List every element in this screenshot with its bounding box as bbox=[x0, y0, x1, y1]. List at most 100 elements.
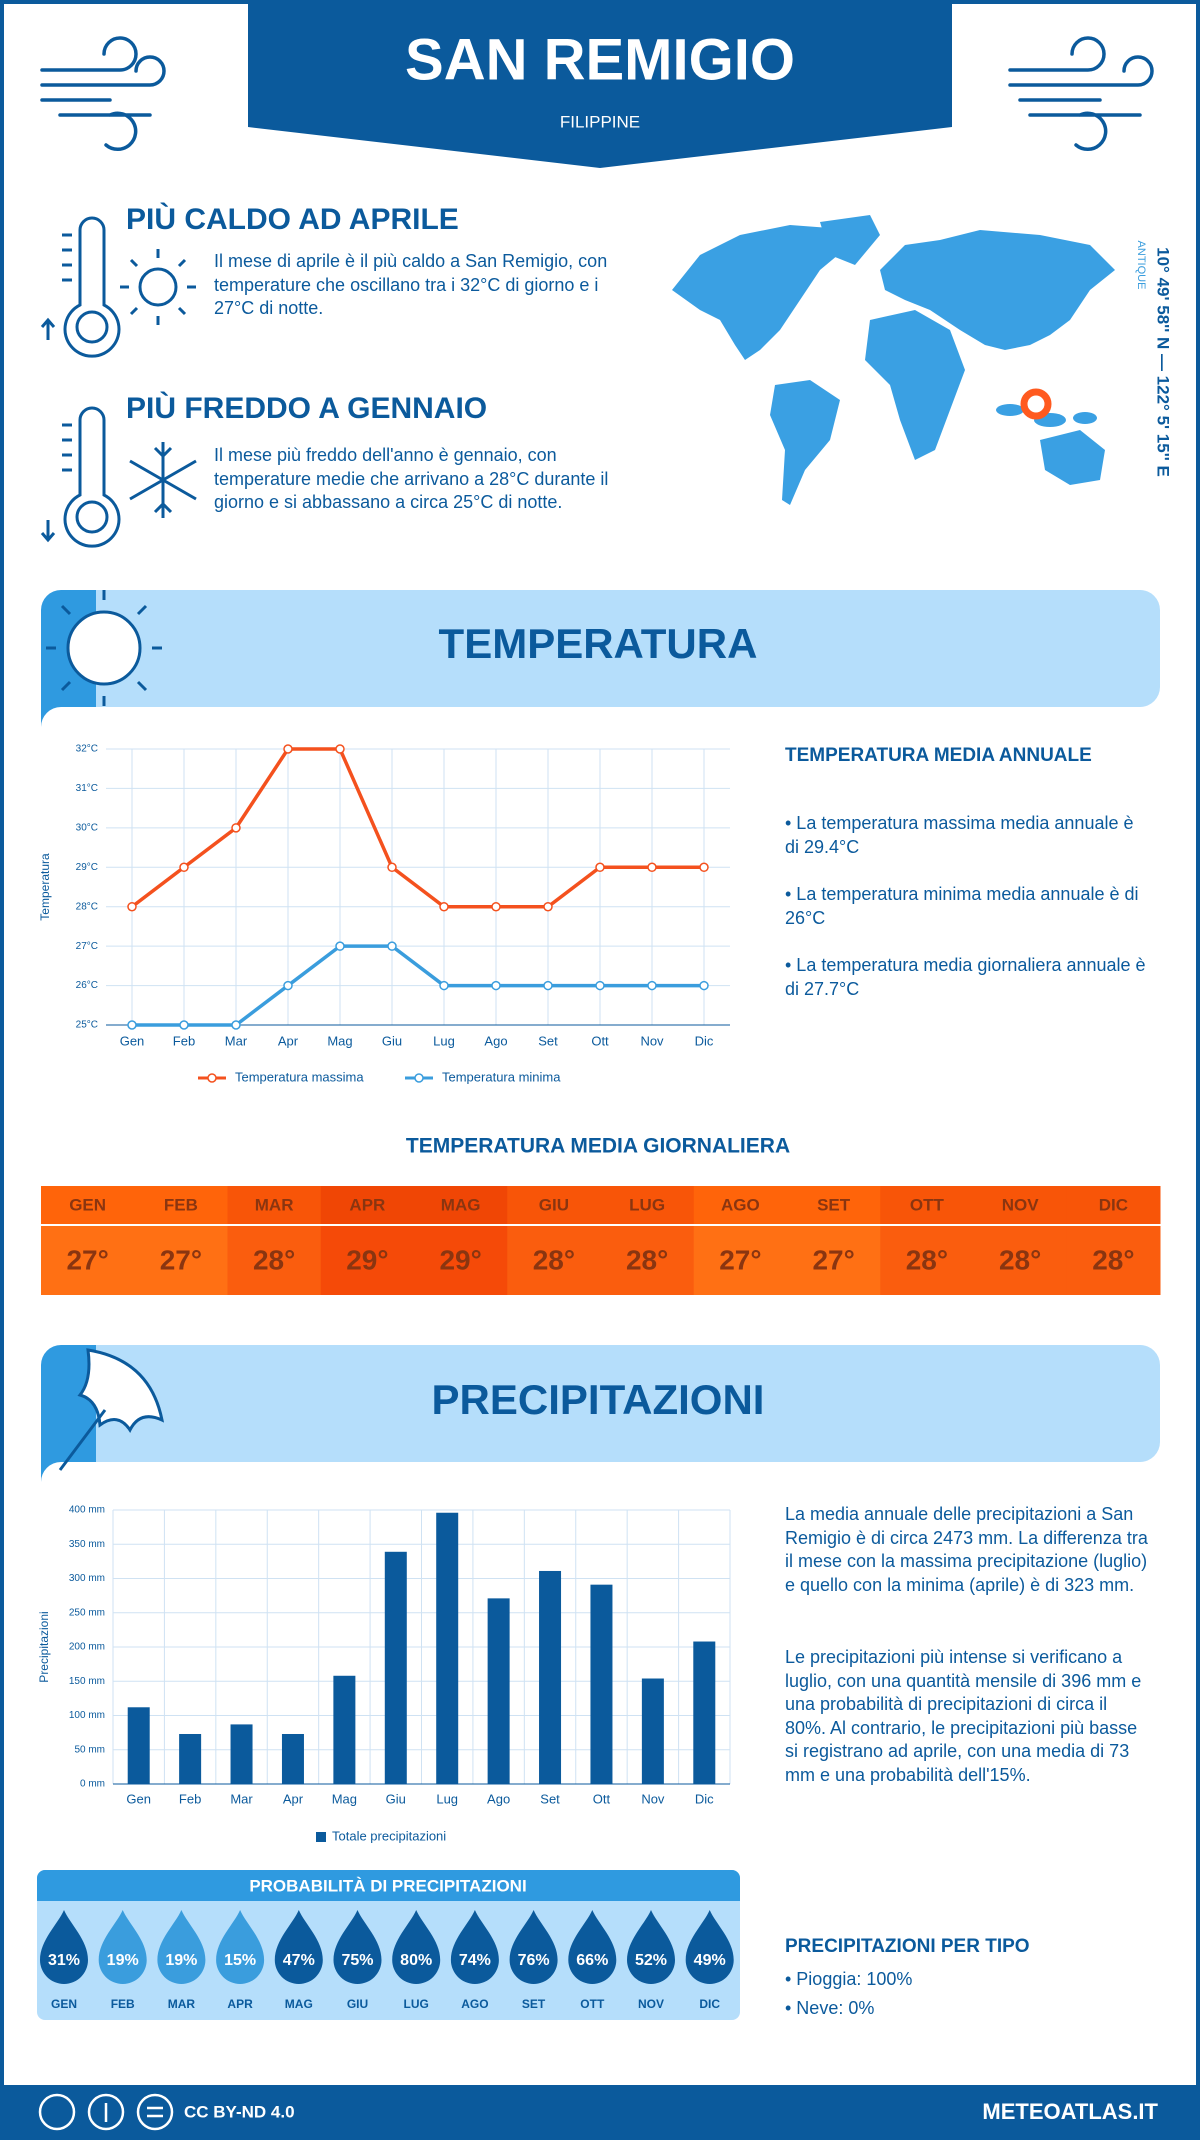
table-value-cell bbox=[41, 1226, 135, 1295]
wind-icon-right bbox=[1008, 36, 1154, 151]
y-tick-label: 250 mm bbox=[69, 1607, 105, 1618]
point bbox=[647, 980, 657, 991]
y-tick-label: 30°C bbox=[76, 822, 98, 833]
table-value-cell bbox=[1066, 1226, 1161, 1295]
y-tick-label: 27°C bbox=[76, 941, 98, 952]
x-tick-label: Lug bbox=[436, 1791, 458, 1806]
drop bbox=[450, 1910, 499, 1985]
world-map bbox=[672, 215, 1115, 505]
thermometer-cold-icon bbox=[40, 406, 197, 548]
table-header-cell bbox=[880, 1186, 974, 1224]
drop-value: 15% bbox=[224, 1952, 256, 1969]
drop bbox=[98, 1910, 147, 1985]
drop-month: AGO bbox=[461, 1997, 488, 2011]
x-tick-label: Feb bbox=[173, 1033, 195, 1048]
bar bbox=[179, 1733, 202, 1784]
legend-marker bbox=[207, 1073, 217, 1083]
probability-box bbox=[37, 1870, 740, 2020]
drop bbox=[685, 1910, 734, 1985]
header-banner bbox=[248, 0, 952, 168]
table-value-cell bbox=[507, 1226, 601, 1295]
line bbox=[132, 944, 704, 1027]
x-tick-label: Nov bbox=[640, 1033, 664, 1048]
table-month: NOV bbox=[1002, 1195, 1040, 1214]
x-tick-label: Gen bbox=[126, 1791, 151, 1806]
table-value-cell bbox=[227, 1226, 322, 1295]
legend-marker bbox=[316, 1832, 326, 1842]
point bbox=[231, 1020, 241, 1030]
table-value: 29° bbox=[439, 1244, 481, 1275]
point bbox=[439, 901, 449, 912]
drop bbox=[568, 1910, 617, 1985]
table-header-cell bbox=[414, 1186, 508, 1224]
x-tick-label: Feb bbox=[179, 1791, 201, 1806]
drop bbox=[509, 1910, 558, 1985]
bar bbox=[487, 1598, 510, 1784]
x-tick-label: Gen bbox=[120, 1033, 145, 1048]
x-tick-label: Set bbox=[538, 1033, 558, 1048]
license-icons bbox=[38, 2093, 174, 2131]
table-month: AGO bbox=[721, 1195, 760, 1214]
point bbox=[387, 862, 397, 873]
drop-value: 66% bbox=[576, 1952, 608, 1969]
y-tick-label: 400 mm bbox=[69, 1505, 105, 1516]
x-tick-label: Dic bbox=[695, 1033, 714, 1048]
x-tick-label: Mag bbox=[327, 1033, 352, 1048]
city-title: SAN REMIGIO bbox=[405, 27, 795, 92]
drop-month: NOV bbox=[638, 1997, 664, 2011]
summary-item: • La temperatura massima media annuale è… bbox=[785, 813, 1134, 857]
section-heading: PRECIPITAZIONI bbox=[432, 1376, 765, 1423]
table-month: FEB bbox=[164, 1195, 198, 1214]
point bbox=[491, 901, 501, 912]
table-value-cell bbox=[693, 1226, 788, 1295]
x-tick-label: Lug bbox=[433, 1033, 455, 1048]
line bbox=[130, 747, 704, 909]
table-value-cell bbox=[320, 1226, 415, 1295]
bar bbox=[590, 1584, 613, 1784]
y-tick-label: 300 mm bbox=[69, 1573, 105, 1584]
bar bbox=[281, 1733, 304, 1784]
table-header-cell bbox=[973, 1186, 1068, 1224]
drop-month: FEB bbox=[111, 1997, 135, 2011]
table-month: SET bbox=[817, 1195, 851, 1214]
drop-month: DIC bbox=[699, 1997, 720, 2011]
table-value-cell bbox=[973, 1226, 1068, 1295]
legend-label: Temperatura minima bbox=[442, 1069, 561, 1084]
table-header-cell bbox=[600, 1186, 695, 1224]
y-tick-label: 50 mm bbox=[74, 1744, 105, 1755]
thermometer-hot-icon bbox=[40, 216, 196, 358]
table-month: OTT bbox=[910, 1195, 945, 1214]
y-tick-label: 100 mm bbox=[69, 1710, 105, 1721]
bar bbox=[384, 1551, 407, 1784]
bar bbox=[693, 1641, 716, 1784]
table-month: DIC bbox=[1099, 1195, 1128, 1214]
x-tick-label: Ago bbox=[487, 1791, 510, 1806]
point bbox=[699, 862, 709, 873]
drop-month: MAR bbox=[168, 1997, 196, 2011]
type-item: • Neve: 0% bbox=[785, 1998, 875, 2018]
drop-value: 80% bbox=[400, 1952, 432, 1969]
drop-value: 47% bbox=[283, 1952, 315, 1969]
summary-item: • La temperatura media giornaliera annua… bbox=[785, 955, 1146, 999]
precipitation-paragraph: Le precipitazioni più intense si verific… bbox=[785, 1647, 1142, 1785]
table-value: 29° bbox=[346, 1244, 388, 1275]
table-title: TEMPERATURA MEDIA GIORNALIERA bbox=[406, 1135, 790, 1158]
y-tick-label: 31°C bbox=[76, 783, 98, 794]
drop-month: GIU bbox=[347, 1997, 368, 2011]
x-tick-label: Mag bbox=[332, 1791, 357, 1806]
table-value: 28° bbox=[533, 1244, 575, 1275]
x-tick-label: Mar bbox=[230, 1791, 253, 1806]
y-tick-label: 200 mm bbox=[69, 1642, 105, 1653]
point bbox=[595, 980, 605, 991]
drop-month: MAG bbox=[285, 1997, 313, 2011]
country: FILIPPINE bbox=[560, 112, 640, 131]
point bbox=[543, 901, 553, 912]
point bbox=[335, 744, 345, 754]
y-tick-label: 25°C bbox=[76, 1020, 98, 1031]
y-axis-label: Temperatura bbox=[38, 853, 52, 921]
table-header-cell bbox=[693, 1186, 788, 1224]
drop-month: LUG bbox=[404, 1997, 429, 2011]
x-tick-label: Ott bbox=[593, 1791, 611, 1806]
drop-month: APR bbox=[227, 1997, 253, 2011]
